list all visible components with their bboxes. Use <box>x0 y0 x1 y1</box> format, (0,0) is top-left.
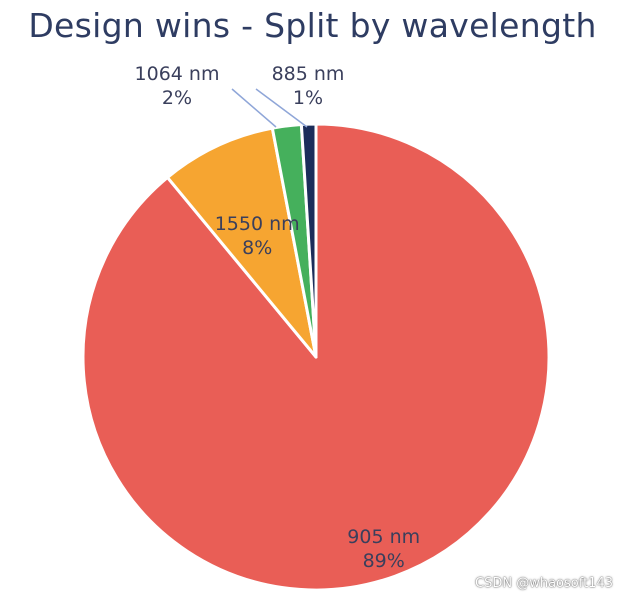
leader-line-885-nm <box>255 88 308 128</box>
slice-label-percent-1550-nm: 8% <box>242 237 272 259</box>
slice-label-percent-885-nm: 1% <box>293 87 323 109</box>
slice-label-name-905-nm: 905 nm <box>347 526 420 548</box>
slice-label-name-1064-nm: 1064 nm <box>135 63 220 85</box>
leader-lines <box>231 88 308 128</box>
pie-slice-1550-nm <box>165 126 318 359</box>
slice-label-name-1550-nm: 1550 nm <box>215 213 300 235</box>
chart-title: Design wins - Split by wavelength <box>28 6 597 45</box>
slice-label-percent-905-nm: 89% <box>363 550 405 572</box>
watermark: CSDN @whaosoft143 <box>475 576 613 591</box>
pie-slice-885-nm <box>299 122 318 359</box>
pie-slices <box>81 122 551 592</box>
slice-label-percent-1064-nm: 2% <box>162 87 192 109</box>
slice-label-name-885-nm: 885 nm <box>272 63 345 85</box>
leader-line-1064-nm <box>231 88 277 128</box>
